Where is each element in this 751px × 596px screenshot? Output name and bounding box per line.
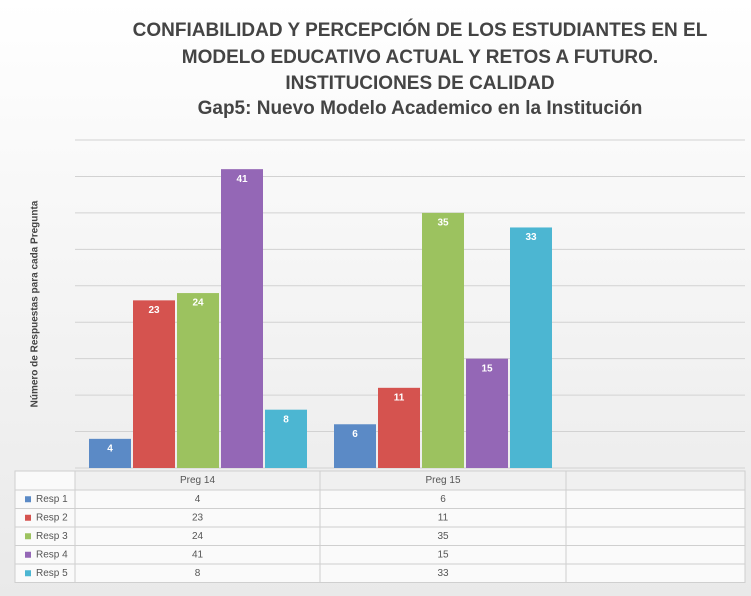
data-label: 33 (525, 232, 537, 243)
data-label: 24 (192, 298, 204, 309)
legend-label: Resp 3 (36, 531, 68, 542)
data-label: 41 (236, 174, 248, 185)
table-header-bg (74, 470, 746, 491)
bar (334, 424, 376, 468)
table-cell: 24 (192, 531, 204, 542)
bar (466, 358, 508, 468)
table-cell: 8 (195, 568, 201, 579)
table-cell: 15 (437, 549, 449, 560)
data-label: 23 (148, 305, 160, 316)
bar (89, 438, 131, 468)
table-cell: 11 (438, 512, 449, 523)
table-cell: 23 (192, 512, 204, 523)
data-label: 8 (283, 414, 289, 425)
x-tick-label: Preg 15 (425, 475, 460, 486)
legend-label: Resp 5 (36, 568, 68, 579)
chart-title: INSTITUCIONES DE CALIDAD (285, 73, 554, 94)
data-label: 6 (352, 429, 358, 440)
bar (422, 212, 464, 468)
x-tick-label: Preg 14 (180, 475, 215, 486)
bar (510, 227, 552, 468)
table-cell: 33 (437, 568, 449, 579)
table-cell: 35 (437, 531, 449, 542)
chart-subtitle: Gap5: Nuevo Modelo Academico en la Insti… (198, 98, 643, 119)
y-axis-label: Número de Respuestas para cada Pregunta (30, 200, 41, 407)
legend-label: Resp 2 (36, 512, 68, 523)
legend-label: Resp 1 (36, 494, 68, 505)
table-cell: 6 (440, 494, 446, 505)
legend-swatch (25, 514, 31, 521)
bar (221, 169, 263, 468)
bar (177, 293, 219, 468)
chart-title: CONFIABILIDAD Y PERCEPCIÓN DE LOS ESTUDI… (133, 19, 708, 41)
table-cell: 41 (192, 549, 204, 560)
data-label: 35 (437, 218, 449, 229)
bar (133, 300, 175, 468)
data-label: 15 (481, 363, 493, 374)
legend-swatch (25, 496, 31, 503)
bar (265, 409, 307, 468)
legend-swatch (25, 533, 31, 540)
legend-swatch (25, 570, 31, 577)
data-label: 11 (394, 392, 405, 403)
legend-label: Resp 4 (36, 549, 68, 560)
table-cell: 4 (195, 494, 201, 505)
chart-title: MODELO EDUCATIVO ACTUAL Y RETOS A FUTURO… (182, 47, 658, 68)
data-label: 4 (107, 443, 113, 454)
legend-swatch (25, 551, 31, 558)
bar (378, 387, 420, 468)
